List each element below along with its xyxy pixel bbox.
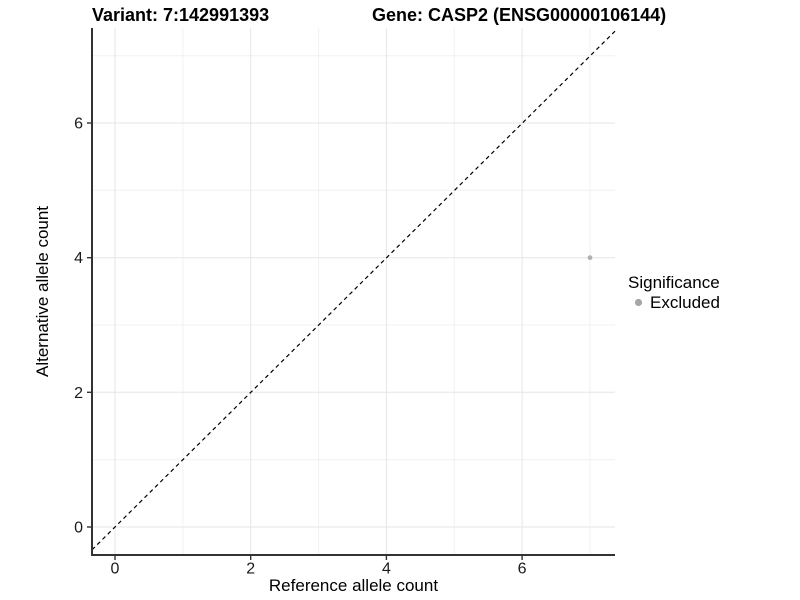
plot-title-gene: Gene: CASP2 (ENSG00000106144) <box>372 5 666 25</box>
y-axis-title: Alternative allele count <box>33 206 52 377</box>
x-tick-labels: 0 2 4 6 <box>111 561 527 578</box>
legend: Significance Excluded <box>628 273 720 312</box>
legend-label-excluded: Excluded <box>650 293 720 312</box>
y-tick-marks <box>87 122 92 528</box>
legend-title: Significance <box>628 273 720 292</box>
data-point-excluded <box>587 255 593 261</box>
plot-panel <box>92 28 615 555</box>
y-tick-label-6: 6 <box>74 116 83 133</box>
y-tick-label-2: 2 <box>74 385 83 402</box>
x-axis-title: Reference allele count <box>269 576 438 595</box>
y-tick-label-4: 4 <box>74 250 83 267</box>
x-tick-label-0: 0 <box>111 561 120 578</box>
y-tick-labels: 0 2 4 6 <box>74 116 83 537</box>
y-tick-label-0: 0 <box>74 520 83 537</box>
minor-gridlines <box>92 28 615 555</box>
plot-title-variant: Variant: 7:142991393 <box>92 5 269 25</box>
legend-key-excluded-icon <box>634 298 643 307</box>
x-tick-label-4: 4 <box>382 561 391 578</box>
major-gridlines <box>92 28 615 555</box>
x-tick-label-6: 6 <box>518 561 527 578</box>
x-tick-label-2: 2 <box>246 561 255 578</box>
x-tick-marks <box>114 555 523 560</box>
